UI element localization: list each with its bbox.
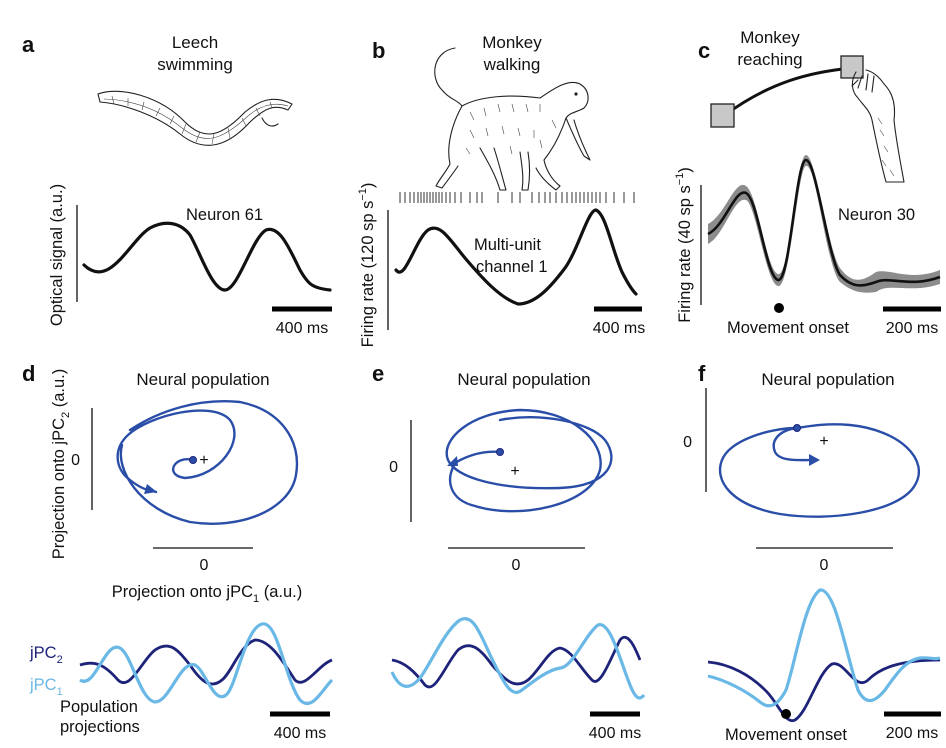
panel-e-start-dot [496,448,504,456]
panel-c-title-line1: Monkey [740,28,800,47]
panel-e-origin-mark: + [510,463,519,480]
panel-d-xlabel: Projection onto jPC1 (a.u.) [112,583,302,605]
panel-f-onset-marker [781,709,791,719]
start-target [710,103,735,128]
panel-c-onset-marker [774,303,784,313]
reach-targets [710,55,864,128]
end-target [840,55,864,79]
panel-d-trajectory [116,400,299,525]
panel-d-x-tick: 0 [200,557,209,574]
panel-d-ylabel: Projection onto jPC2 (a.u.) [50,369,72,559]
panel-c-ylabel: Firing rate (40 sp s−1) [674,167,694,323]
panel-c-trace [707,158,941,287]
panel-a-scale-bar-label: 400 ms [276,320,328,337]
panel-label-e: e [372,361,384,386]
panel-f-jpc2-trace [707,658,941,723]
panel-b-ylabel: Firing rate (120 sp s−1) [357,183,377,348]
panel-f-event-label: Movement onset [725,726,847,744]
panel-f-y-tick: 0 [683,434,692,451]
panel-c-title-line2: reaching [737,50,802,69]
panel-d-caption-line1: Population [60,698,138,716]
panel-f-scale-bar-label: 200 ms [886,725,938,742]
panel-f-jpc1-trace [707,588,941,708]
panel-c: c Monkey reaching Firing rate (40 sp s−1… [674,28,941,337]
panel-e-title: Neural population [457,370,590,389]
panel-e-scale-bar-label: 400 ms [589,725,641,742]
panel-d-caption-line2: projections [60,718,140,736]
panel-a-trace-label: Neuron 61 [186,206,263,224]
panel-e-direction-arrow [447,456,458,466]
panel-f-trajectory [718,423,921,518]
panel-e: e Neural population 0 0 + 400 ms [372,361,646,742]
panel-label-b: b [372,38,385,63]
panel-d: d Neural population Projection onto jPC2… [22,361,334,742]
panel-a-title-line2: swimming [157,55,233,74]
panel-e-y-tick: 0 [389,459,398,476]
monkey-walking-drawing-icon [434,47,591,191]
panel-b-spike-raster [399,192,635,203]
panel-label-a: a [22,32,35,57]
panel-e-trajectory [445,408,613,513]
panel-b-trace-label-line1: Multi-unit [474,236,541,254]
hand-reaching-drawing-icon [851,69,905,183]
panel-a: a Leech swimming Optical signal (a.u.) N… [22,32,332,337]
panel-d-direction-arrow [144,484,157,494]
panel-f: f Neural population 0 0 + Movement onset… [683,361,941,744]
panel-d-title: Neural population [136,370,269,389]
panel-b-trace-label-line2: channel 1 [476,258,548,276]
panel-a-trace [82,221,332,292]
panel-d-scale-bar-label: 400 ms [274,725,326,742]
panel-b-trace [394,208,638,306]
panel-label-d: d [22,361,35,386]
panel-d-origin-mark: + [199,452,208,469]
panel-a-title-line1: Leech [172,33,218,52]
panel-f-origin-mark: + [819,433,828,450]
legend-jpc2: jPC2 [29,644,63,666]
legend-jpc1: jPC1 [29,676,63,698]
panel-c-trace-label: Neuron 30 [838,206,915,224]
panel-a-ylabel: Optical signal (a.u.) [48,184,66,326]
panel-d-jpc2-trace [79,638,333,686]
panel-c-scale-bar-label: 200 ms [886,320,938,337]
panel-label-f: f [698,361,706,386]
panel-d-jpc1-trace [79,622,334,705]
panel-c-event-label: Movement onset [727,319,849,337]
panel-b: b Monkey walking [357,33,645,347]
panel-b-scale-bar-label: 400 ms [593,320,645,337]
panel-f-x-tick: 0 [820,557,829,574]
panel-b-title-line1: Monkey [482,33,542,52]
panel-label-c: c [698,38,710,63]
panel-d-y-tick: 0 [71,452,80,469]
panel-d-start-dot [189,456,197,464]
panel-f-title: Neural population [761,370,894,389]
panel-f-start-dot [793,424,801,432]
panel-e-jpc1-trace [390,617,646,700]
panel-b-title-line2: walking [483,55,541,74]
leech-drawing-icon [97,90,293,146]
panel-e-jpc2-trace [391,636,642,689]
panel-e-x-tick: 0 [512,557,521,574]
panel-f-direction-arrow [809,454,820,466]
